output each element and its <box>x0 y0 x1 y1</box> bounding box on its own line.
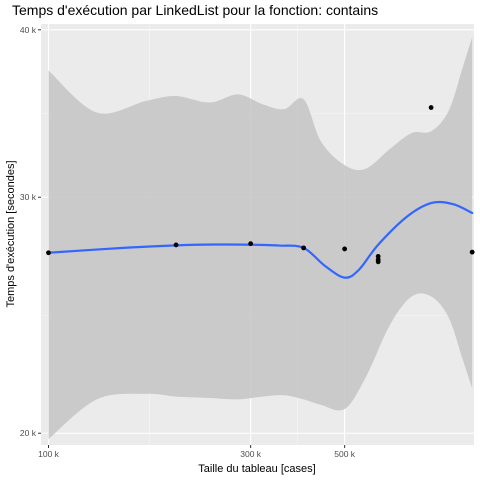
data-point <box>375 259 381 265</box>
data-point <box>469 249 475 255</box>
data-point <box>301 245 306 251</box>
y-axis: 20 k 30 k 40 k <box>20 25 41 438</box>
x-tick-label: 100 k <box>38 449 60 459</box>
chart-title: Temps d'exécution par LinkedList pour la… <box>12 2 378 18</box>
x-axis: 100 k 300 k 500 k <box>38 445 356 459</box>
y-axis-title: Temps d'exécution [secondes] <box>5 160 17 307</box>
data-point <box>428 105 434 110</box>
data-point <box>248 241 254 247</box>
y-tick-label: 40 k <box>20 25 37 35</box>
smooth-line <box>47 200 474 279</box>
x-axis-title: Taille du tableau [cases] <box>198 463 315 475</box>
data-point <box>46 250 51 256</box>
x-tick-label: 500 k <box>334 449 356 459</box>
data-point <box>342 246 348 252</box>
x-tick-label: 300 k <box>240 449 262 459</box>
data-point <box>173 242 179 248</box>
ribbon-area <box>48 37 473 440</box>
y-tick-label: 20 k <box>20 428 37 438</box>
y-tick-label: 30 k <box>20 192 37 202</box>
confidence-ribbon <box>48 37 473 440</box>
data-points <box>46 105 475 265</box>
smooth-line-path <box>47 200 474 279</box>
